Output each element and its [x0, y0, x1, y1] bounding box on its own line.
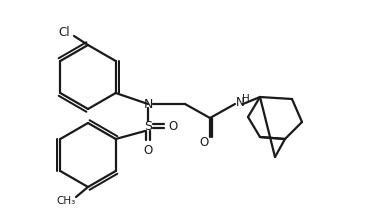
Text: S: S [144, 120, 152, 133]
Text: CH₃: CH₃ [56, 196, 76, 206]
Text: O: O [199, 135, 209, 148]
Text: N: N [236, 97, 245, 110]
Text: Cl: Cl [58, 26, 70, 39]
Text: H: H [242, 94, 250, 104]
Text: O: O [143, 143, 153, 156]
Text: N: N [143, 97, 153, 110]
Text: O: O [168, 120, 178, 133]
